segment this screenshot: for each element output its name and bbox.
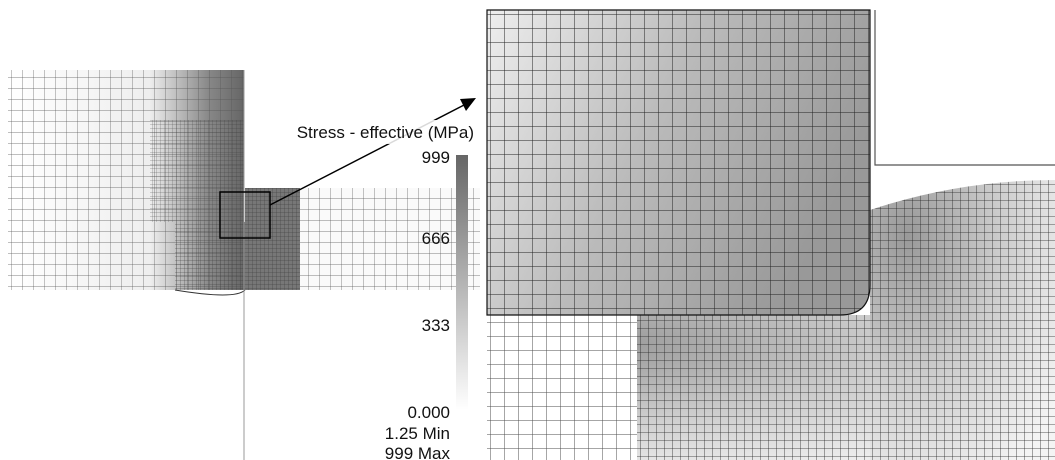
- zoom-view: [487, 10, 1055, 460]
- fine-mesh: [150, 120, 244, 222]
- max-label: 999 Max: [385, 444, 451, 460]
- upper-zoom-mesh: [487, 10, 870, 315]
- right-region-mesh: [870, 180, 1055, 460]
- lower-fine: [175, 222, 245, 290]
- tick-label: 999: [422, 148, 450, 167]
- figure: Stress - effective (MPa) 999 666 333 0.0…: [0, 0, 1055, 460]
- right-mesh: [300, 188, 480, 290]
- lower-coarse-mesh: [487, 315, 637, 460]
- arrow-head: [460, 98, 476, 111]
- legend-title: Stress - effective (MPa): [297, 123, 474, 142]
- tick-label: 333: [422, 316, 450, 335]
- tick-label: 666: [422, 229, 450, 248]
- color-bar: [456, 155, 468, 410]
- fillet: [175, 290, 245, 295]
- tick-label: 0.000: [407, 403, 450, 422]
- min-label: 1.25 Min: [385, 424, 450, 443]
